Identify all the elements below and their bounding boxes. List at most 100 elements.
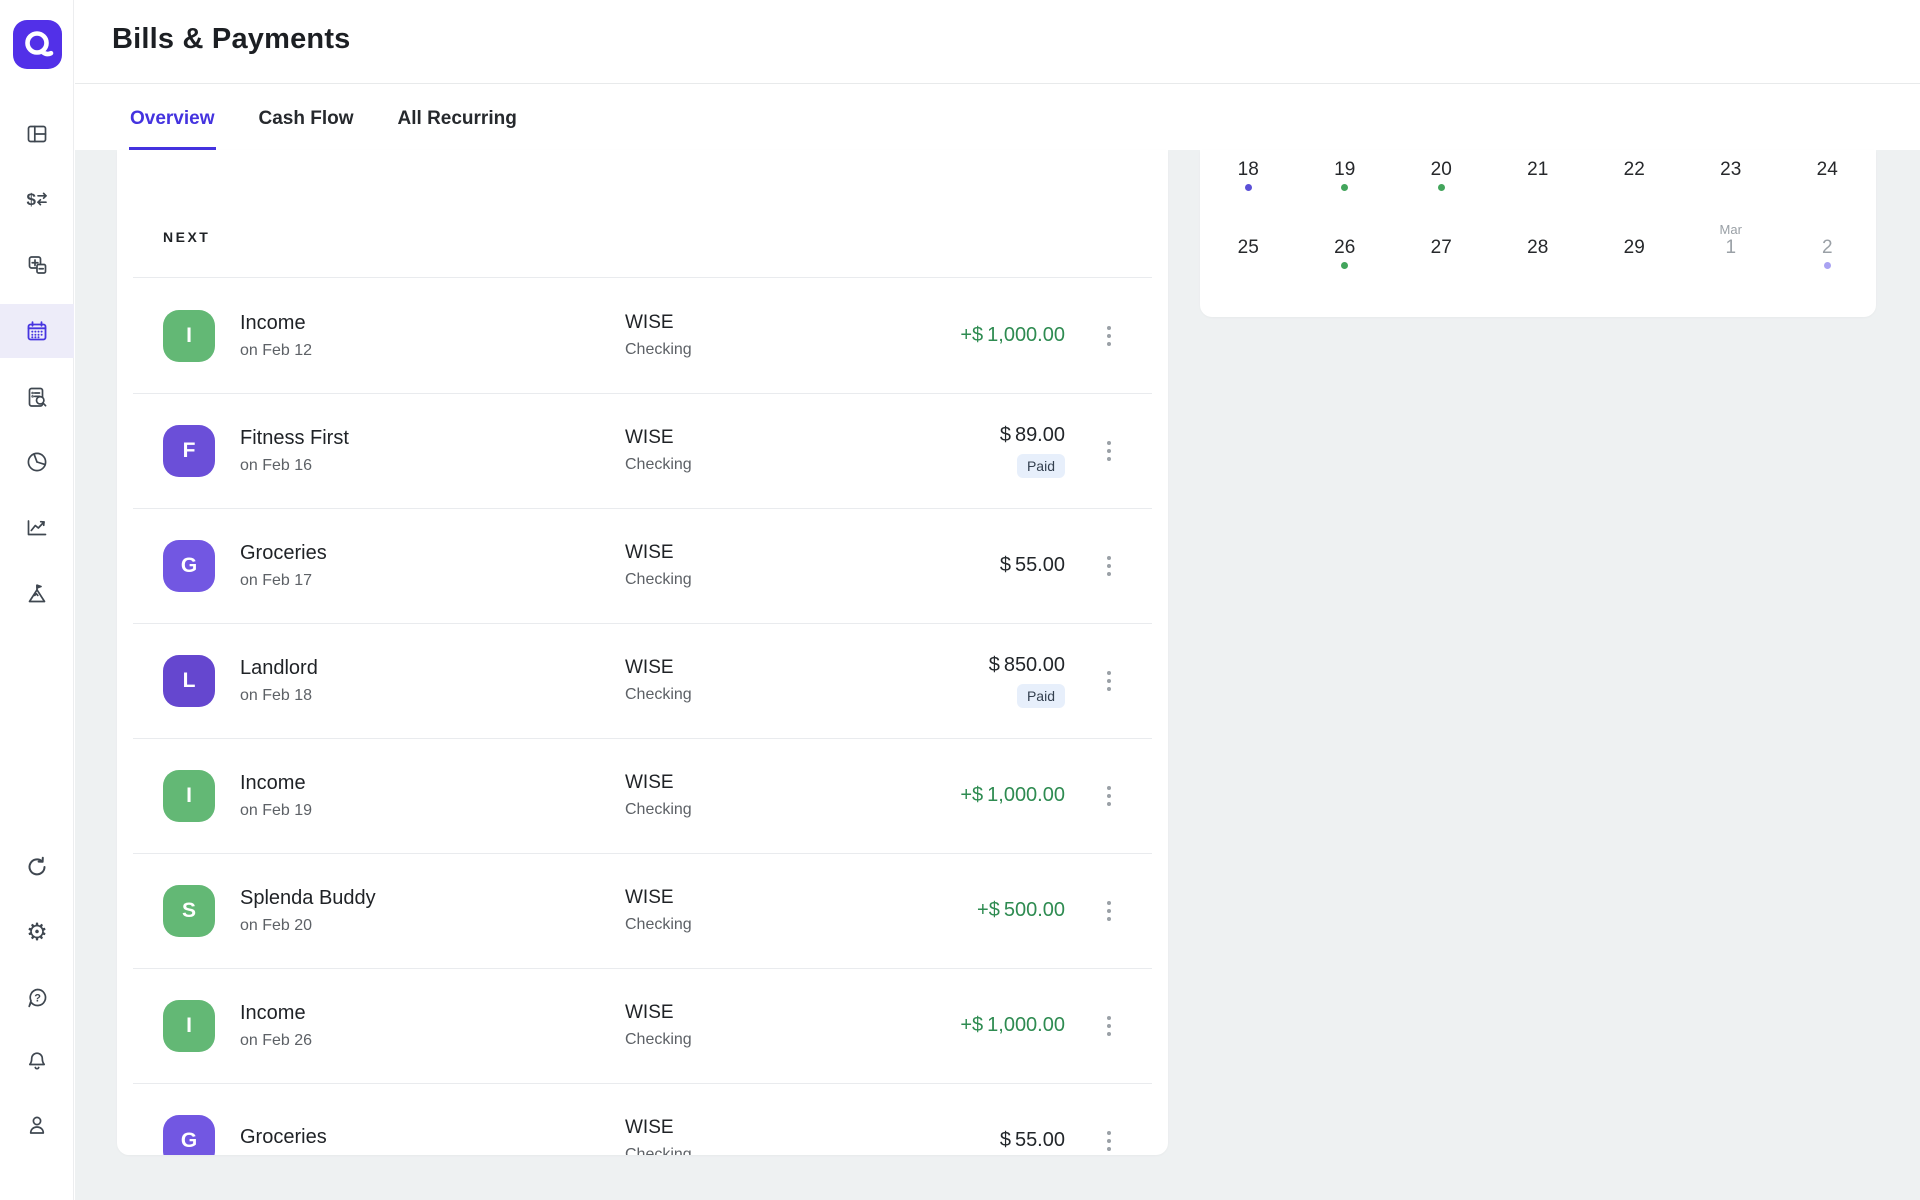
amount: +$ 1,000.00 [960, 324, 1065, 346]
avatar: I [163, 999, 215, 1052]
transaction-date: on Feb 20 [240, 916, 313, 934]
bell-icon [28, 1052, 46, 1070]
calendar-day[interactable]: 19 [1297, 159, 1394, 222]
list-section-header: NEXT [117, 150, 1168, 278]
transaction-date: on Feb 26 [240, 1031, 313, 1049]
upcoming-list-panel: NEXT I Income on Feb 12 WISE Checking +$ 1… [117, 150, 1168, 1155]
transaction-row[interactable]: L Landlord on Feb 18 WISE Checking $ 850.0… [117, 623, 1168, 738]
sidebar-refresh-button[interactable] [0, 840, 74, 894]
account-type: Checking [625, 1031, 692, 1048]
sidebar-item-transactions[interactable]: $ [0, 172, 74, 226]
calendar-day[interactable]: Mar 1 [1683, 223, 1780, 269]
calendar-event-dot [1341, 184, 1349, 191]
sidebar-item-accounts[interactable] [0, 238, 74, 292]
calendar-day-number: 2 [1821, 237, 1833, 258]
calendar-week-row: 18 19 20 21 22 23 24 [1200, 150, 1876, 222]
tab-overview[interactable]: Overview [129, 85, 216, 150]
transaction-name: Income [240, 771, 306, 794]
calendar-card: 18 19 20 21 22 23 24 25 26 27 28 29 Mar 1… [1200, 150, 1876, 317]
account-type: Checking [625, 686, 692, 703]
transaction-row[interactable]: G Groceries on Feb 17 WISE Checking $ 55.0… [117, 508, 1168, 623]
account-type: Checking [625, 341, 692, 358]
row-menu-button[interactable] [1089, 544, 1129, 588]
sidebar-item-investments[interactable] [0, 500, 74, 554]
help-icon: ? [28, 988, 47, 1008]
avatar: S [163, 884, 215, 937]
sidebar-item-dashboard[interactable] [0, 107, 74, 161]
amount: +$ 1,000.00 [960, 1014, 1065, 1036]
transaction-date: on Feb 17 [240, 571, 313, 589]
calendar-day-number: 1 [1725, 237, 1737, 258]
avatar: I [163, 309, 215, 362]
transaction-name: Income [240, 311, 306, 334]
account-name: WISE [625, 312, 674, 333]
transaction-date: on Feb 12 [240, 341, 313, 359]
tab-all-recurring[interactable]: All Recurring [397, 108, 517, 129]
calendar-day[interactable]: 28 [1490, 223, 1587, 269]
transaction-row[interactable]: I Income on Feb 19 WISE Checking +$ 1,000.… [117, 738, 1168, 853]
sidebar-settings-button[interactable]: ⚙ [0, 906, 74, 960]
row-menu-button[interactable] [1089, 429, 1129, 473]
calendar-day[interactable]: 24 [1779, 159, 1876, 222]
calendar-day[interactable]: 23 [1683, 159, 1780, 222]
calendar-day-number: 19 [1334, 159, 1356, 180]
paid-badge: Paid [1016, 683, 1065, 708]
row-menu-button[interactable] [1089, 314, 1129, 358]
transaction-row[interactable]: I Income on Feb 12 WISE Checking +$ 1,000.… [117, 278, 1168, 393]
sidebar-item-goals[interactable] [0, 567, 74, 621]
row-menu-button[interactable] [1089, 1004, 1129, 1048]
calendar-event-dot [1631, 184, 1638, 191]
account-name: WISE [625, 772, 674, 793]
avatar-letter: L [182, 668, 196, 692]
avatar: F [163, 424, 215, 477]
sidebar-item-bills-calendar[interactable] [0, 304, 74, 358]
account-name: WISE [625, 1002, 674, 1023]
calendar-day[interactable]: 26 [1297, 223, 1394, 269]
transaction-date: on Feb 18 [240, 686, 313, 704]
calendar-day[interactable]: 2 [1779, 223, 1876, 269]
row-menu-button[interactable] [1089, 889, 1129, 933]
calendar-day[interactable]: 27 [1393, 223, 1490, 269]
sidebar-help-button[interactable]: ? [0, 971, 74, 1025]
row-menu-button[interactable] [1089, 1119, 1129, 1156]
svg-text:?: ? [34, 992, 41, 1004]
calendar-day[interactable]: 29 [1586, 223, 1683, 269]
person-icon [29, 1116, 45, 1134]
transaction-date: on Feb 19 [240, 801, 313, 819]
calendar-day-number: 23 [1720, 159, 1742, 180]
transaction-row[interactable]: S Splenda Buddy on Feb 20 WISE Checking +$… [117, 853, 1168, 968]
calendar-day[interactable]: 25 [1200, 223, 1297, 269]
account-name: WISE [625, 1117, 674, 1138]
avatar-letter: G [180, 553, 198, 577]
calendar-day-number: 24 [1816, 159, 1838, 180]
sidebar-item-reports[interactable] [0, 370, 74, 424]
sidebar-notifications-button[interactable] [0, 1034, 74, 1088]
avatar: G [163, 539, 215, 592]
calendar-day[interactable]: 18 [1200, 159, 1297, 222]
row-menu-button[interactable] [1089, 659, 1129, 703]
row-menu-button[interactable] [1089, 774, 1129, 818]
transaction-row[interactable]: I Income on Feb 26 WISE Checking +$ 1,000.… [117, 968, 1168, 1083]
sidebar-profile-button[interactable] [0, 1098, 74, 1152]
avatar: G [163, 1114, 215, 1155]
transaction-name: Groceries [240, 541, 327, 564]
account-type: Checking [625, 916, 692, 933]
transaction-row[interactable]: G Groceries WISE Checking $ 55.00 [117, 1083, 1168, 1155]
calendar-day[interactable]: 20 [1393, 159, 1490, 222]
calendar-day[interactable]: 21 [1490, 159, 1587, 222]
calendar-day-number: 29 [1623, 237, 1645, 258]
calendar-day-number: 28 [1527, 237, 1549, 258]
transaction-row[interactable]: F Fitness First on Feb 16 WISE Checking $ … [117, 393, 1168, 508]
amount: +$ 500.00 [977, 899, 1065, 921]
calendar-day-number: 22 [1623, 159, 1645, 180]
tab-bar: Overview Cash Flow All Recurring [75, 85, 1920, 150]
tab-cash-flow[interactable]: Cash Flow [258, 108, 354, 129]
calendar-month-label [1297, 223, 1394, 237]
calendar-day[interactable]: 22 [1586, 159, 1683, 222]
page-header: Bills & Payments [75, 0, 1920, 84]
bills-calendar-icon [27, 321, 47, 341]
section-label: NEXT [163, 229, 211, 245]
app-logo-icon [13, 20, 62, 69]
calendar-month-label: Mar [1719, 222, 1742, 237]
sidebar-item-spending[interactable] [0, 435, 74, 489]
